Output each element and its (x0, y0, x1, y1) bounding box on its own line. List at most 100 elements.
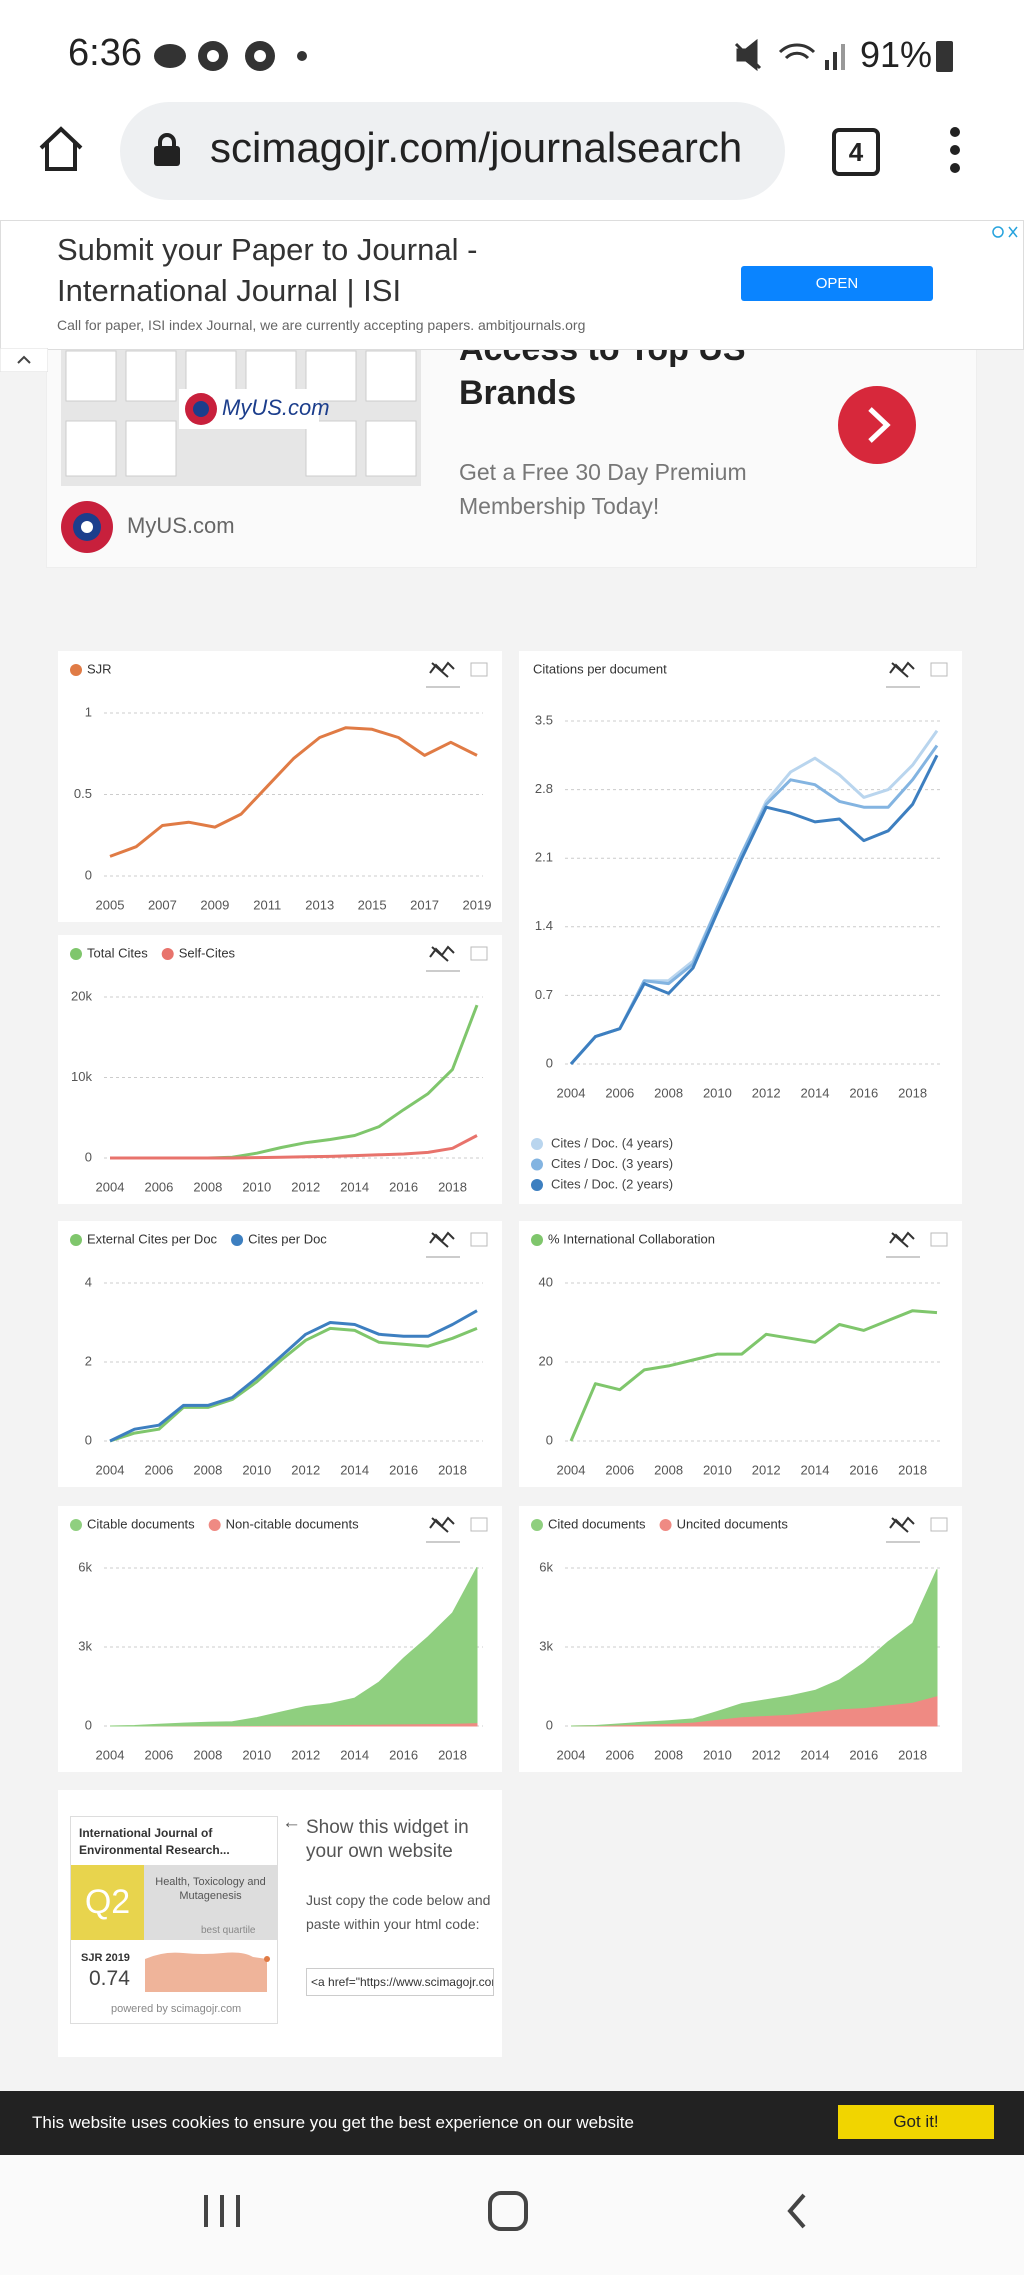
table-icon[interactable] (930, 662, 948, 677)
address-bar[interactable]: scimagojr.com/journalsearch (120, 102, 785, 200)
y-tick-label: 0 (546, 1432, 553, 1447)
chart-panel: Citations per document Cites / Doc. (4 ye… (519, 651, 962, 1204)
icon (207, 50, 219, 62)
ad-banner[interactable]: Submit your Paper to Journal - Internati… (0, 220, 1024, 350)
chart-panel: SJR 0 0.5 1 2005 2007 2009 2011 2013 2015 2017 2019 (58, 651, 502, 922)
data-line (109, 1326, 478, 1443)
legend-label: Cites per Doc (248, 1231, 327, 1246)
table-icon[interactable] (470, 662, 488, 677)
x-tick-label: 2004 (557, 1747, 586, 1762)
x-tick-label: 2008 (193, 1179, 222, 1194)
y-tick-label: 0 (546, 1717, 553, 1732)
legend-marker (531, 1519, 543, 1531)
chart-type-icon[interactable] (889, 1516, 915, 1533)
widget-journal: International Journal of Environmental R… (79, 1826, 230, 1857)
legend-label: Cites / Doc. (4 years) (551, 1135, 673, 1150)
chart-type-icon[interactable] (429, 945, 455, 962)
y-tick-label: 0 (85, 867, 92, 882)
x-tick-label: 2014 (340, 1179, 369, 1194)
system-icons (734, 38, 845, 72)
chart-type-icon[interactable] (889, 1231, 915, 1248)
icon (992, 226, 1004, 238)
legend-marker (659, 1519, 672, 1531)
y-tick-label: 4 (85, 1274, 92, 1289)
x-tick-label: 2014 (801, 1747, 830, 1762)
home-button[interactable] (488, 2191, 528, 2231)
chart-type-icon[interactable] (429, 1231, 455, 1248)
panel-bg (519, 651, 962, 1204)
x-tick-label: 2010 (242, 1179, 271, 1194)
panel-bg (58, 935, 502, 1204)
data-area (570, 1569, 938, 1727)
x-tick-label: 2010 (703, 1747, 732, 1762)
chart-panel: % International Collaboration 0 20 40 2004 20… (519, 1221, 962, 1487)
x-tick-label: 2010 (242, 1462, 271, 1477)
box (65, 350, 117, 402)
wifi-icon (778, 43, 816, 60)
logo (81, 521, 93, 533)
brand: MyUS.com (127, 513, 235, 538)
tab-count[interactable]: 4 (832, 128, 880, 176)
data-line (110, 1134, 478, 1160)
x-tick-label: 2016 (389, 1747, 418, 1762)
dot (950, 127, 960, 137)
lock (158, 133, 176, 147)
chart-type-icon[interactable] (429, 661, 455, 678)
box (125, 350, 177, 402)
data-line (569, 754, 939, 1065)
x-tick-label: 2018 (898, 1462, 927, 1477)
chart-type-icon[interactable] (429, 1516, 455, 1533)
x-tick-label: 2005 (96, 897, 125, 912)
collapse-tab[interactable] (0, 348, 48, 372)
x-tick-label: 2018 (898, 1085, 927, 1100)
y-tick-label: 40 (539, 1274, 553, 1289)
x-tick-label: 2014 (801, 1085, 830, 1100)
back-button[interactable] (787, 2193, 806, 2229)
box (305, 420, 357, 477)
widget-quartile: Q2 (71, 1865, 144, 1940)
data-line (109, 726, 478, 858)
y-tick-label: 0.5 (74, 786, 92, 801)
y-tick-label: 20 (539, 1353, 553, 1368)
legend-marker (70, 1234, 82, 1246)
widget-heading: Show this widget in your own website (306, 1817, 469, 1862)
table-icon[interactable] (470, 1517, 488, 1532)
table-icon[interactable] (470, 1232, 488, 1247)
menu-button[interactable] (945, 126, 965, 178)
legend-label: Non-citable documents (226, 1516, 359, 1531)
myus-ad[interactable]: MyUS.com MyUS.com Access to Top US Brand… (46, 340, 977, 568)
x-tick-label: 2008 (654, 1085, 683, 1100)
cookie-bar: This website uses cookies to ensure you … (0, 2091, 1024, 2155)
cookie-button[interactable]: Got it! (838, 2105, 994, 2139)
dot (950, 145, 960, 155)
icon (297, 51, 307, 61)
home-button[interactable] (36, 124, 86, 174)
table-icon[interactable] (930, 1517, 948, 1532)
x-tick-label: 2012 (752, 1747, 781, 1762)
x-tick-label: 2008 (193, 1747, 222, 1762)
x-tick-label: 2011 (253, 897, 281, 912)
x-tick-label: 2016 (849, 1462, 878, 1477)
x-tick-label: 2013 (305, 897, 334, 912)
widget-code[interactable]: <a href="https://www.scimagojr.com/journ… (306, 1968, 494, 1996)
panel-bg (58, 651, 502, 922)
ad-choices[interactable] (991, 225, 1021, 239)
x-tick-label: 2004 (96, 1747, 125, 1762)
table-icon[interactable] (930, 1232, 948, 1247)
open-button[interactable]: OPEN (741, 266, 933, 301)
ad-title: Submit your Paper to Journal - Internati… (57, 232, 478, 308)
legend-label: SJR (87, 661, 112, 676)
table-icon[interactable] (470, 946, 488, 961)
chart-panel: External Cites per Doc Cites per Doc 0 2 4 20… (58, 1221, 502, 1487)
x-tick-label: 2017 (410, 897, 439, 912)
chart-type-icon[interactable] (889, 661, 915, 678)
data-area (109, 1566, 478, 1727)
x-tick-label: 2014 (340, 1747, 369, 1762)
signal-icon (841, 44, 845, 70)
nav-bar (0, 2155, 1024, 2275)
recents-button[interactable] (204, 2195, 240, 2227)
y-tick-label: 6k (78, 1559, 92, 1574)
ad-arrow-button[interactable] (837, 385, 917, 465)
y-tick-label: 3k (539, 1638, 553, 1653)
